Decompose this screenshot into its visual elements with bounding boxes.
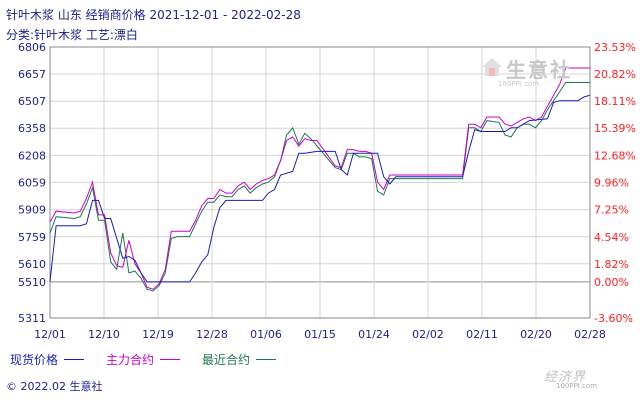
y-tick-left: 5759 (18, 231, 46, 244)
y-tick-left: 6657 (18, 68, 46, 81)
y-tick-right: 23.53% (594, 41, 636, 54)
y-tick-left: 6507 (18, 95, 46, 108)
y-tick-right: 15.39% (594, 122, 636, 135)
chart-legend: 现货价格 主力合约 最近合约 (10, 351, 298, 368)
x-tick-label: 12/01 (34, 328, 66, 341)
plot-border (49, 46, 591, 319)
y-tick-left: 5610 (18, 258, 46, 271)
x-tick-label: 01/24 (358, 328, 390, 341)
series-line-spot (49, 94, 591, 283)
legend-item-main: 主力合约 (106, 351, 181, 368)
legend-swatch-nearest (256, 359, 277, 360)
y-tick-left: 6059 (18, 176, 46, 189)
y-tick-left: 5909 (18, 204, 46, 217)
page-subtitle: 分类:针叶木浆 工艺:漂白 (6, 28, 138, 42)
house-logo-icon (482, 58, 502, 76)
y-tick-right: 12.68% (594, 149, 636, 162)
watermark-brand: 生意社 (506, 58, 572, 82)
y-tick-right: 4.54% (594, 231, 629, 244)
y-tick-right: 1.82% (594, 258, 629, 271)
y-tick-right: 20.82% (594, 68, 636, 81)
legend-label-main: 主力合约 (106, 353, 155, 367)
y-tick-right: -3.60% (594, 312, 633, 325)
x-tick-label: 01/15 (304, 328, 336, 341)
x-tick-label: 02/28 (574, 328, 606, 341)
footer-copyright: © 2022.02 生意社 (6, 380, 103, 393)
x-tick-label: 02/11 (466, 328, 498, 341)
y-tick-left: 6358 (18, 122, 46, 135)
y-tick-right: 18.11% (594, 95, 636, 108)
y-tick-right: 7.25% (594, 204, 629, 217)
legend-item-nearest: 最近合约 (202, 351, 277, 368)
corner-brand: 经济界 (544, 370, 587, 385)
series-line-nearest (49, 82, 590, 292)
x-tick-label: 02/02 (412, 328, 444, 341)
y-tick-left: 5311 (18, 312, 46, 325)
y-tick-right: 9.96% (594, 176, 629, 189)
x-tick-label: 12/10 (88, 328, 120, 341)
legend-label-nearest: 最近合约 (202, 353, 251, 367)
x-tick-label: 12/28 (196, 328, 228, 341)
y-tick-left: 6208 (18, 149, 46, 162)
y-tick-left: 5510 (18, 276, 46, 289)
page-title: 针叶木浆 山东 经销商价格 2021-12-01 - 2022-02-28 (6, 8, 301, 22)
y-tick-left: 6806 (18, 41, 46, 54)
legend-swatch-spot (64, 359, 85, 360)
legend-label-spot: 现货价格 (10, 353, 59, 367)
x-tick-label: 02/20 (520, 328, 552, 341)
legend-swatch-main (160, 359, 181, 360)
x-tick-label: 01/06 (250, 328, 282, 341)
legend-item-spot: 现货价格 (10, 351, 85, 368)
watermark-url: 100PPI.com (498, 80, 540, 88)
x-tick-label: 12/19 (142, 328, 174, 341)
y-tick-right: 0.00% (594, 276, 629, 289)
corner-url: 100PPI.com (556, 382, 598, 390)
